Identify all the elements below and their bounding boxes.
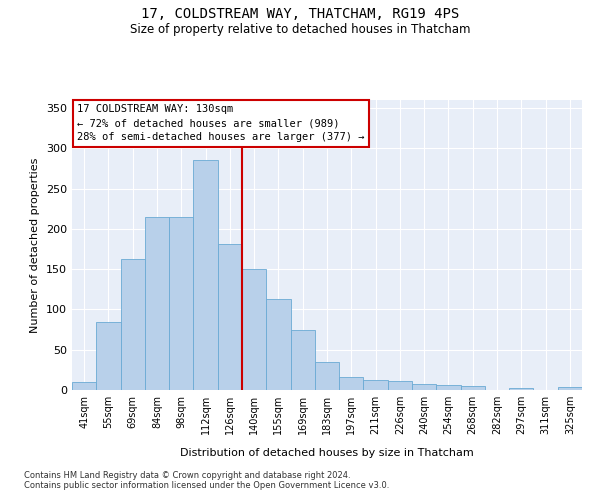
Bar xyxy=(242,269,266,390)
Bar xyxy=(121,258,145,390)
Bar xyxy=(193,160,218,390)
Bar xyxy=(436,385,461,390)
Bar xyxy=(315,362,339,390)
Bar xyxy=(218,244,242,390)
Bar xyxy=(266,299,290,390)
Bar xyxy=(558,387,582,390)
Text: Distribution of detached houses by size in Thatcham: Distribution of detached houses by size … xyxy=(180,448,474,458)
Text: Contains HM Land Registry data © Crown copyright and database right 2024.: Contains HM Land Registry data © Crown c… xyxy=(24,470,350,480)
Bar xyxy=(145,217,169,390)
Bar xyxy=(72,382,96,390)
Bar xyxy=(364,380,388,390)
Bar xyxy=(388,381,412,390)
Bar xyxy=(339,377,364,390)
Text: Contains public sector information licensed under the Open Government Licence v3: Contains public sector information licen… xyxy=(24,480,389,490)
Bar xyxy=(509,388,533,390)
Bar xyxy=(461,386,485,390)
Text: Size of property relative to detached houses in Thatcham: Size of property relative to detached ho… xyxy=(130,22,470,36)
Bar xyxy=(169,217,193,390)
Text: 17 COLDSTREAM WAY: 130sqm
← 72% of detached houses are smaller (989)
28% of semi: 17 COLDSTREAM WAY: 130sqm ← 72% of detac… xyxy=(77,104,365,142)
Bar xyxy=(96,322,121,390)
Bar xyxy=(412,384,436,390)
Y-axis label: Number of detached properties: Number of detached properties xyxy=(31,158,40,332)
Bar xyxy=(290,330,315,390)
Text: 17, COLDSTREAM WAY, THATCHAM, RG19 4PS: 17, COLDSTREAM WAY, THATCHAM, RG19 4PS xyxy=(141,8,459,22)
